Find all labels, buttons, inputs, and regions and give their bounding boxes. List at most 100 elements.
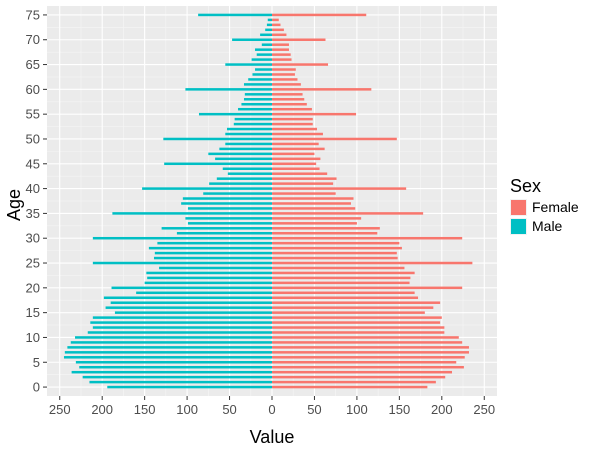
- bar-female-age-72: [272, 28, 284, 32]
- bar-female-age-75: [272, 13, 367, 17]
- bar-female-age-73: [272, 23, 281, 27]
- bar-male-age-9: [70, 341, 272, 344]
- legend-key-male: [511, 219, 526, 234]
- bar-male-age-72: [265, 28, 272, 32]
- bar-female-age-58: [272, 98, 305, 101]
- y-tick-label: 30: [26, 231, 40, 246]
- bar-female-age-25: [272, 261, 473, 265]
- y-tick-label: 20: [26, 280, 40, 295]
- bar-male-age-57: [241, 102, 272, 106]
- bar-female-age-54: [272, 117, 313, 121]
- bar-male-age-68: [255, 48, 272, 51]
- bar-male-age-42: [216, 177, 272, 180]
- bar-male-age-27: [154, 251, 272, 255]
- bar-male-age-26: [153, 256, 272, 260]
- x-tick-label: 150: [134, 402, 156, 417]
- x-axis-title: Value: [250, 427, 295, 447]
- bar-male-age-36: [187, 207, 272, 210]
- bar-female-age-43: [272, 172, 328, 175]
- x-tick-label: 50: [222, 402, 236, 417]
- bar-male-age-64: [255, 68, 272, 71]
- bar-male-age-3: [71, 370, 272, 374]
- bar-male-age-11: [87, 331, 272, 334]
- bar-male-age-12: [92, 326, 272, 329]
- y-tick-label: 40: [26, 181, 40, 196]
- bar-male-age-47: [208, 152, 272, 156]
- bar-male-age-31: [176, 232, 272, 235]
- y-tick-label: 50: [26, 131, 40, 146]
- bar-female-age-70: [272, 38, 326, 41]
- bar-female-age-4: [272, 365, 464, 369]
- bar-female-age-41: [272, 182, 334, 185]
- bar-female-age-64: [272, 68, 296, 71]
- bar-female-age-69: [272, 43, 289, 46]
- bar-female-age-34: [272, 217, 362, 220]
- bar-male-age-70: [232, 38, 272, 41]
- bar-female-age-11: [272, 331, 445, 334]
- bar-male-age-37: [181, 202, 272, 205]
- bar-male-age-48: [219, 147, 272, 151]
- bar-female-age-61: [272, 83, 301, 86]
- bar-female-age-51: [272, 132, 323, 136]
- bar-female-age-36: [272, 207, 356, 210]
- bar-male-age-69: [261, 43, 272, 46]
- bar-male-age-28: [148, 246, 272, 250]
- bar-male-age-2: [82, 375, 273, 379]
- bar-female-age-32: [272, 227, 380, 230]
- bar-female-age-67: [272, 53, 291, 56]
- bar-female-age-18: [272, 296, 419, 300]
- x-tick-label: 0: [268, 402, 275, 417]
- bar-female-age-56: [272, 107, 312, 111]
- y-tick-label: 25: [26, 256, 40, 271]
- bar-male-age-46: [215, 157, 272, 161]
- bar-male-age-15: [114, 311, 272, 314]
- bar-male-age-44: [222, 167, 272, 170]
- bar-male-age-40: [142, 187, 272, 190]
- bar-female-age-35: [272, 212, 424, 215]
- bar-female-age-57: [272, 102, 307, 106]
- bar-female-age-2: [272, 375, 446, 379]
- bar-male-age-75: [198, 13, 272, 17]
- bar-female-age-5: [272, 361, 457, 364]
- bar-female-age-68: [272, 48, 289, 51]
- bar-male-age-73: [266, 23, 272, 27]
- bar-male-age-17: [110, 301, 272, 304]
- x-tick-label: 100: [176, 402, 198, 417]
- bars: [63, 13, 473, 389]
- bar-male-age-32: [161, 227, 272, 230]
- bar-female-age-31: [272, 232, 378, 235]
- bar-female-age-50: [272, 137, 397, 141]
- bar-female-age-74: [272, 18, 279, 22]
- bar-female-age-66: [272, 58, 292, 61]
- bar-male-age-53: [233, 122, 272, 126]
- bar-male-age-35: [112, 212, 273, 215]
- bar-female-age-55: [272, 112, 357, 116]
- bar-female-age-15: [272, 311, 425, 314]
- y-tick-label: 0: [33, 380, 40, 395]
- bar-female-age-46: [272, 157, 321, 161]
- y-tick-label: 35: [26, 206, 40, 221]
- bar-male-age-66: [251, 58, 272, 61]
- y-tick-label: 55: [26, 107, 40, 122]
- bar-male-age-63: [252, 73, 272, 76]
- y-tick-label: 15: [26, 305, 40, 320]
- y-tick-label: 10: [26, 330, 40, 345]
- bar-female-age-16: [272, 306, 434, 309]
- legend-key-female: [511, 200, 526, 215]
- bar-female-age-30: [272, 236, 463, 240]
- bar-male-age-10: [75, 336, 273, 339]
- bar-male-age-8: [67, 346, 273, 349]
- bar-male-age-43: [227, 172, 272, 175]
- bar-male-age-56: [238, 107, 272, 111]
- bar-male-age-6: [63, 356, 272, 359]
- bar-female-age-29: [272, 241, 400, 245]
- bar-female-age-45: [272, 162, 317, 166]
- bar-female-age-24: [272, 266, 405, 270]
- bar-male-age-25: [92, 261, 272, 265]
- legend-label-female: Female: [532, 199, 579, 215]
- bar-female-age-33: [272, 222, 357, 225]
- bar-female-age-3: [272, 370, 452, 374]
- bar-female-age-49: [272, 142, 319, 146]
- bar-male-age-61: [243, 83, 272, 86]
- x-tick-label: 200: [91, 402, 113, 417]
